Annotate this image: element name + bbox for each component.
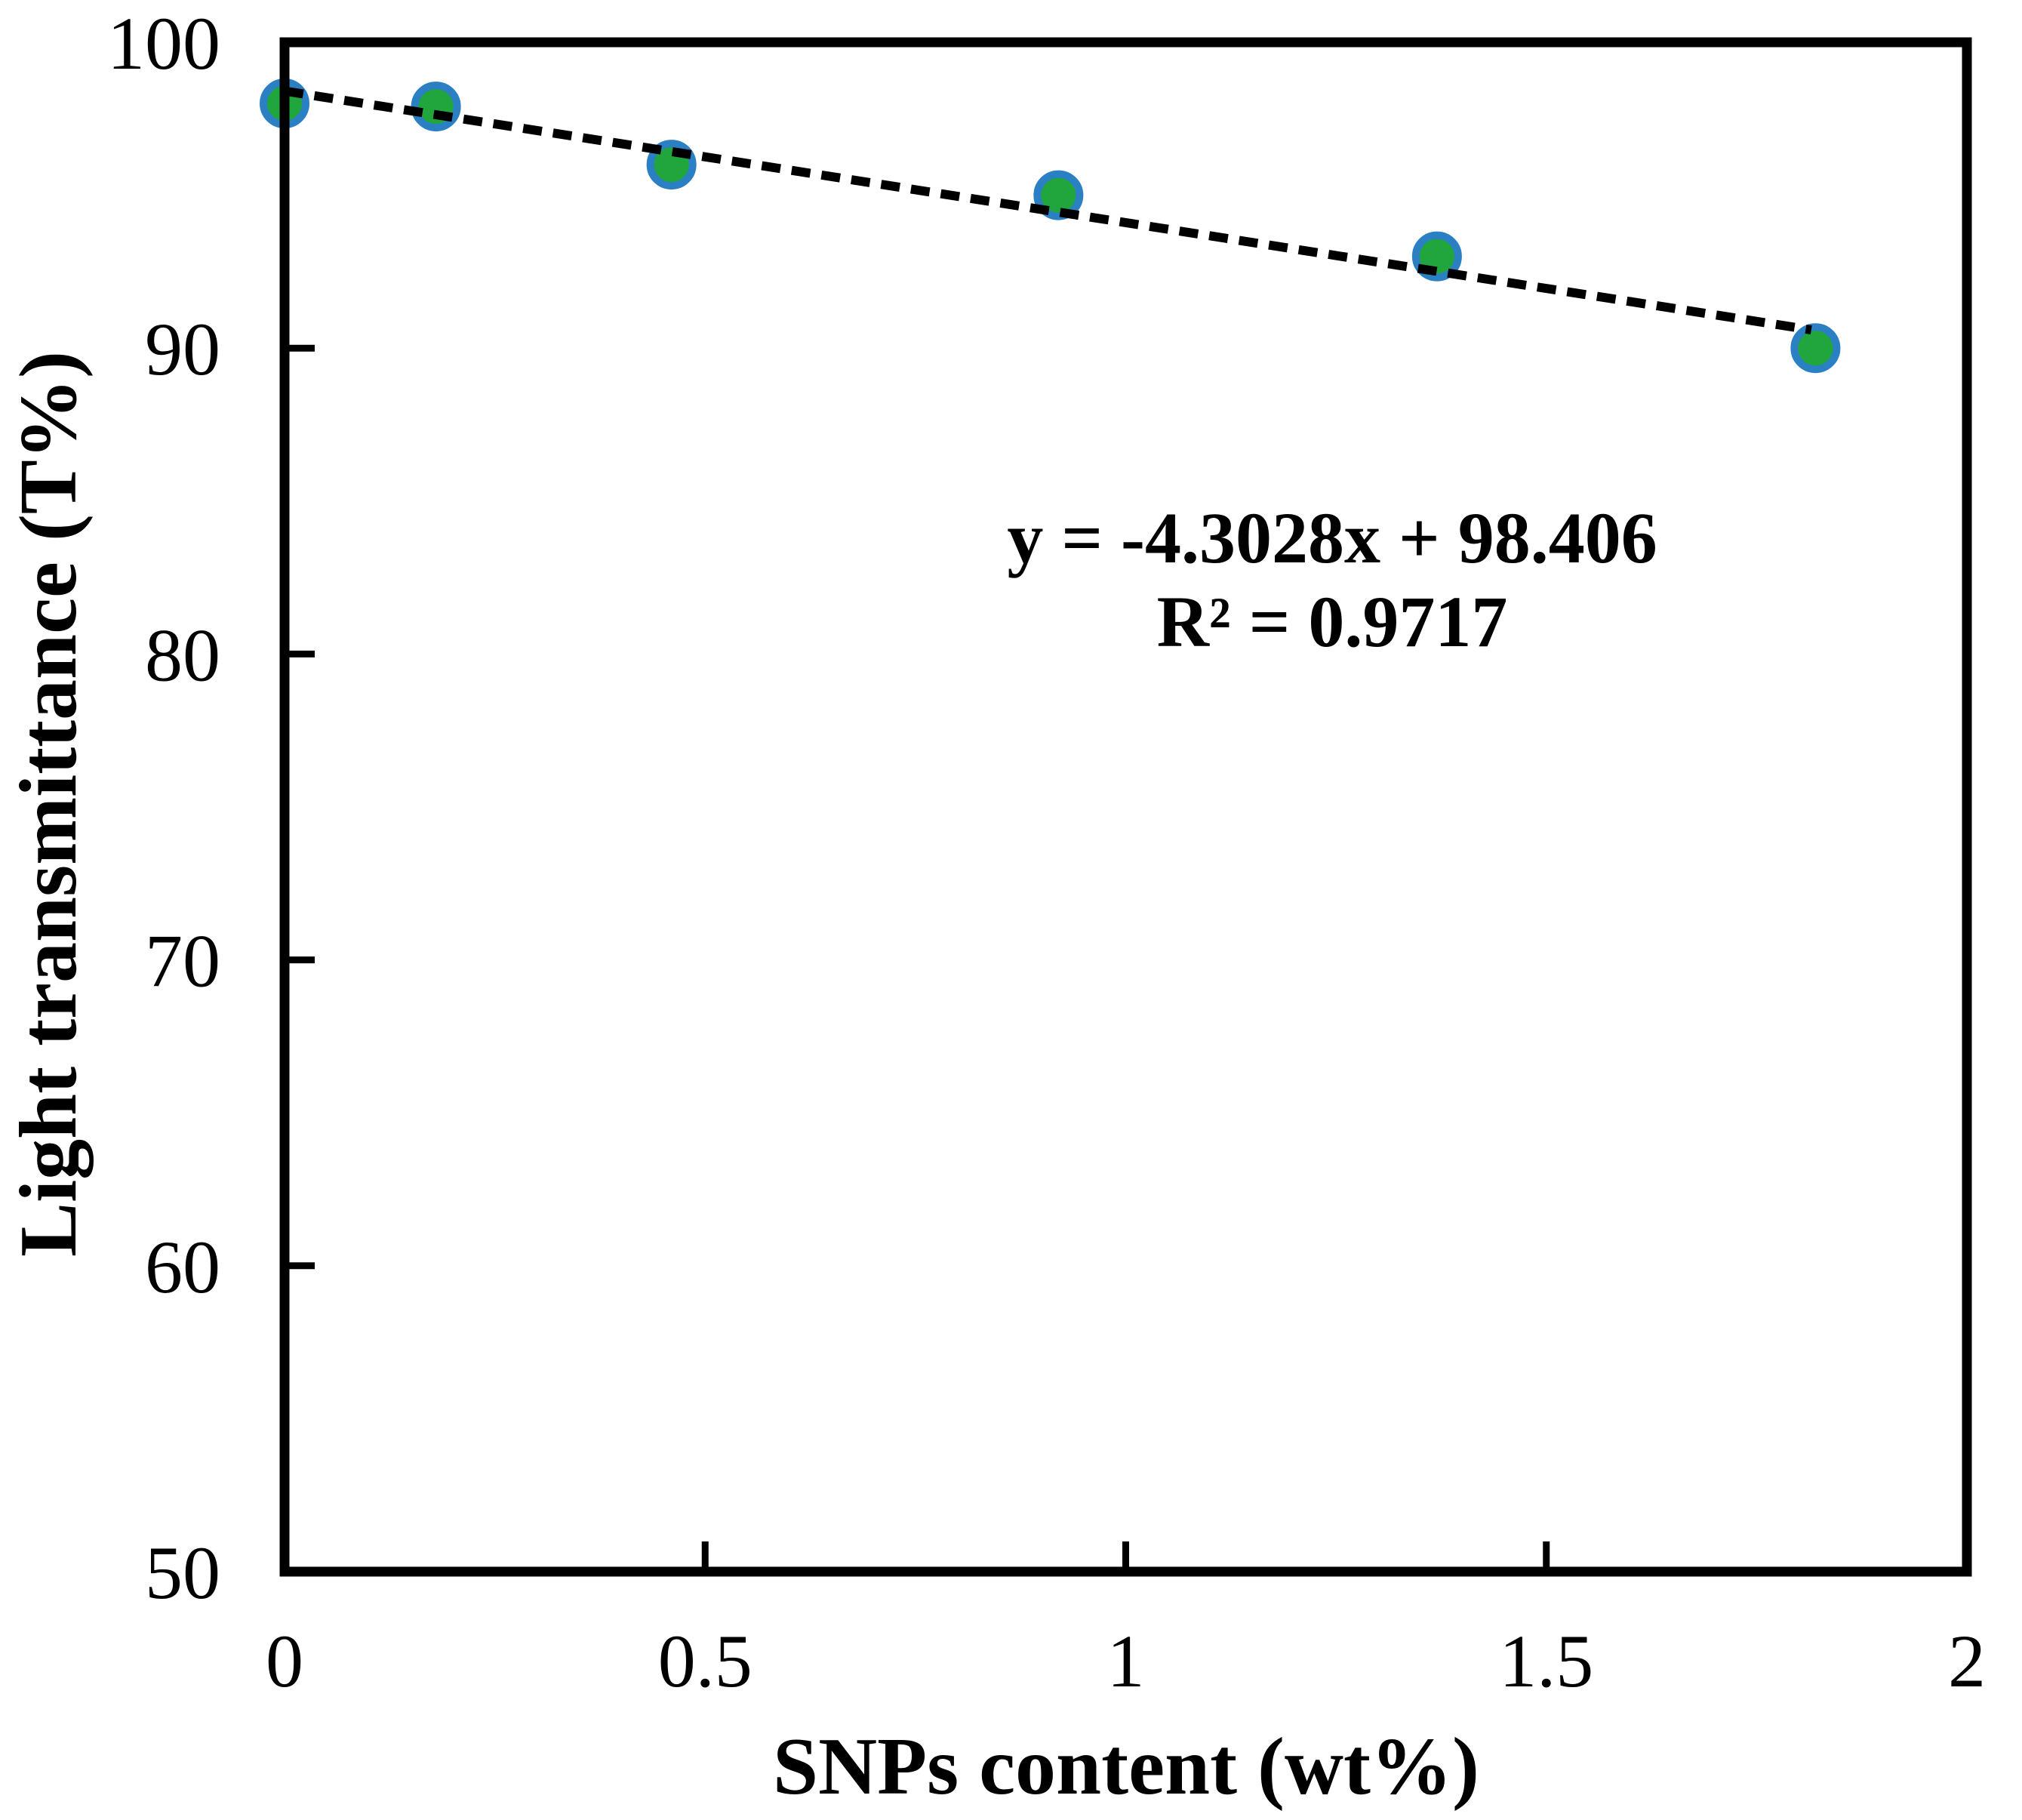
x-tick-label: 1 (1107, 1619, 1145, 1703)
x-tick-label: 2 (1948, 1619, 1986, 1703)
r-squared-label: R² = 0.9717 (1157, 581, 1508, 662)
trendline-group (284, 86, 1812, 334)
trendline (284, 86, 1812, 334)
data-point-marker (1033, 170, 1084, 220)
x-axis-title: SNPs content (wt%) (773, 1722, 1479, 1812)
trendline-equation: y = -4.3028x + 98.406 (1007, 497, 1657, 578)
y-axis-title: Light transmittance (T%) (4, 351, 94, 1257)
y-tick-label: 100 (107, 2, 220, 85)
tick-labels-group: 0 0.5 1 1.5 2 100 90 80 70 60 50 (107, 2, 1986, 1703)
y-tick-label: 50 (145, 1531, 220, 1615)
plot-frame (279, 37, 1972, 1577)
y-tick-label: 80 (145, 613, 220, 697)
y-tick-label: 70 (145, 919, 220, 1003)
x-tick-label: 1.5 (1499, 1619, 1593, 1703)
axis-ticks-group (281, 38, 1971, 1575)
y-tick-label: 60 (145, 1225, 220, 1309)
y-tick-label: 90 (145, 307, 220, 391)
data-point-marker (1790, 323, 1841, 374)
x-tick-label: 0 (266, 1619, 303, 1703)
x-tick-label: 0.5 (658, 1619, 752, 1703)
